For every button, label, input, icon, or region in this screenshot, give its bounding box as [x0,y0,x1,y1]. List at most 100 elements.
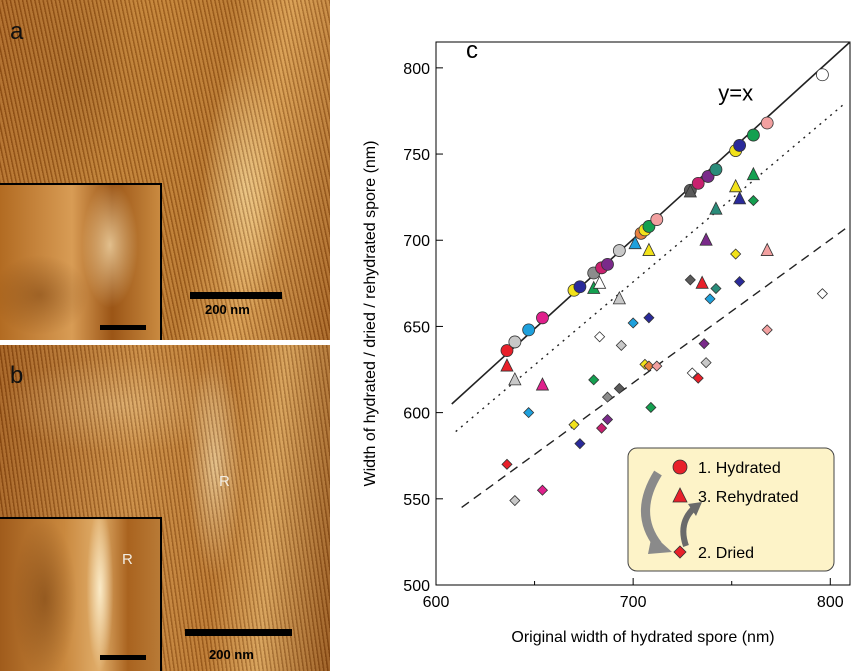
legend-label: 1. Hydrated [698,460,781,477]
inset-image-b: R [0,517,162,671]
diamond-marker [627,317,639,329]
triangle-marker [746,166,761,181]
circle-marker [760,116,774,130]
afm-image-panel-a: a 200 nm [0,0,330,340]
diamond-marker [651,360,663,372]
scatter-chart-panel: y=x 600 700 800 500 550 600 650 700 750 800 Origin… [335,0,860,671]
circle-marker [650,213,664,226]
diamond-marker [816,288,828,300]
diamond-marker [692,372,704,384]
panel-label-c: c [466,37,478,64]
x-axis-title: Original width of hydrated spore (nm) [511,629,774,646]
diamond-marker [523,407,535,419]
triangle-marker [642,242,656,256]
diamond-marker [536,484,549,496]
diamond-marker [601,413,614,426]
legend: 1. Hydrated 3. Rehydrated 2. Dried [627,447,835,572]
triangle-marker [683,184,697,198]
circle-marker [601,257,614,271]
y-tick-label: 600 [403,406,430,423]
circle-marker [612,244,626,257]
diamond-marker [574,438,586,450]
diamond-marker [613,382,625,395]
diamond-marker [761,324,773,336]
diamond-marker [684,274,696,286]
circle-marker [709,163,723,176]
diamond-marker [601,391,614,403]
x-tick-label: 600 [423,594,450,611]
y-tick-label: 500 [403,578,430,595]
circle-marker [815,68,829,82]
diamond-marker [643,360,655,372]
legend-diamond-marker [673,545,687,559]
diamond-marker [594,331,606,343]
diamond-marker [710,282,722,295]
scale-bar-a [190,292,282,299]
reference-lines: y=x [451,41,851,508]
dotted-reference-line [455,101,847,433]
axis-labels: 600 700 800 500 550 600 650 700 750 800 Original w… [362,37,844,646]
circle-marker [508,335,522,349]
circle-marker [733,139,747,152]
legend-label: 2. Dried [698,545,754,562]
cycle-arrow-up-head [688,502,702,516]
diamond-marker [700,357,712,369]
x-tick-label: 700 [620,594,647,611]
circle-marker [573,280,587,294]
y-axis-title: Width of hydrated / dried / rehydrated s… [362,141,379,487]
circle-marker [691,176,705,190]
scale-bar-label-b: 200 nm [209,647,254,662]
diamond-marker [686,367,698,379]
legend-label: 3. Rehydrated [698,489,799,506]
y-equals-x-label: y=x [718,81,753,106]
triangle-marker [628,235,642,250]
diamond-marker [643,312,655,324]
diamond-marker [747,195,759,207]
triangle-marker [729,178,743,193]
legend-box [627,447,835,572]
circle-marker [536,311,549,325]
circle-marker [500,344,514,357]
panel-label-a: a [10,18,24,45]
triangle-marker [709,201,723,215]
scale-bar-label-a: 200 nm [205,302,250,317]
legend-circle-marker [672,459,688,475]
diamond-marker [568,419,580,431]
y-tick-label: 700 [403,233,430,250]
triangle-marker [695,275,709,289]
inset-scale-bar-a [100,325,146,330]
triangle-marker [760,242,774,256]
circle-marker [522,323,536,337]
inset-scale-bar-b [100,655,146,660]
diamond-marker [596,422,608,434]
diamond-marker [588,374,600,386]
triangle-marker [508,371,522,386]
panel-label-b: b [10,362,24,389]
scatter-chart: y=x 600 700 800 500 550 600 650 700 750 800 Origin… [362,37,851,646]
diamond-marker [734,276,746,288]
diamond-marker [501,458,513,470]
triangle-marker [592,275,607,289]
y-tick-label: 800 [403,61,430,78]
plot-border [435,41,851,586]
diamond-marker [698,338,710,350]
cycle-arrow-up [680,505,697,547]
inset-image-a [0,183,162,340]
diamond-marker [509,494,521,507]
y-tick-label: 750 [403,147,430,164]
triangle-marker [699,232,713,246]
diamond-marker [615,339,627,351]
data-markers [500,68,829,507]
diamond-marker [704,293,716,305]
triangle-marker [500,358,514,372]
triangle-marker [612,290,626,305]
inset-ridge-label: R [122,551,133,568]
triangle-marker [732,190,747,205]
circle-marker [746,128,760,142]
plot-frame [435,41,851,586]
afm-image-panel-b: b R 200 nm R [0,345,330,671]
x-tick-label: 800 [817,594,844,611]
triangle-marker [535,377,550,391]
y-tick-label: 550 [403,492,430,509]
scale-bar-b [185,629,292,636]
